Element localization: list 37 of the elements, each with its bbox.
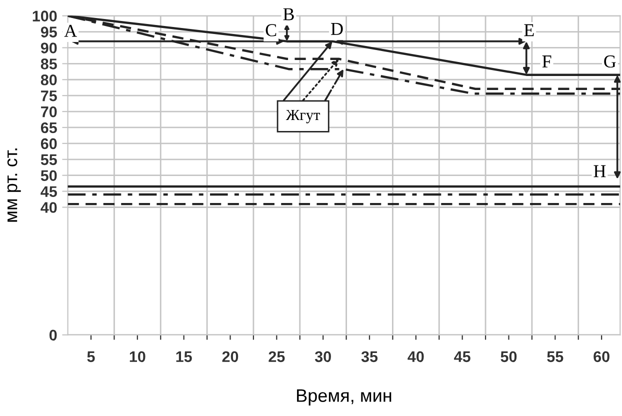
annotation: B [283, 8, 294, 20]
annotation: G [604, 55, 616, 68]
y-tick-label: 85 [40, 58, 57, 70]
y-tick-label: 55 [40, 154, 57, 166]
x-tick-label: 50 [500, 351, 517, 362]
x-tick-label: 25 [268, 351, 285, 362]
annotation: A [64, 24, 77, 37]
y-tick-label: 45 [40, 186, 57, 197]
y-tick-label: 50 [40, 170, 57, 182]
y-axis-title: мм рт. ст. [7, 148, 21, 222]
x-tick-label: 45 [454, 351, 470, 362]
y-tick-label: 60 [40, 138, 57, 150]
annotation: F [542, 56, 552, 68]
y-tick-label: 75 [41, 90, 57, 102]
y-tick-label: 95 [40, 26, 57, 38]
x-tick-label: 5 [87, 351, 95, 362]
annotation: Жгут [286, 110, 320, 124]
y-tick-label: 70 [41, 106, 57, 118]
y-tick-label: 100 [32, 10, 57, 22]
x-tick-label: 55 [547, 351, 564, 362]
x-tick-label: 60 [594, 351, 610, 362]
y-tick-label: 90 [40, 42, 57, 54]
y-tick-label: 0 [49, 330, 57, 341]
y-tick-label: 65 [40, 122, 57, 134]
annotation: C [266, 24, 276, 36]
y-tick-label: 80 [40, 74, 57, 86]
x-tick-label: 20 [222, 351, 238, 362]
x-axis-title: Время, мин [297, 389, 392, 406]
x-tick-label: 40 [408, 351, 424, 362]
annotation: D [331, 23, 343, 35]
annotation: E [524, 24, 534, 36]
x-tick-label: 35 [361, 351, 378, 362]
x-tick-label: 10 [130, 351, 146, 362]
x-tick-label: 30 [314, 351, 331, 362]
y-tick-label: 40 [40, 202, 57, 213]
annotation: H [594, 165, 606, 178]
x-tick-label: 15 [176, 351, 192, 362]
